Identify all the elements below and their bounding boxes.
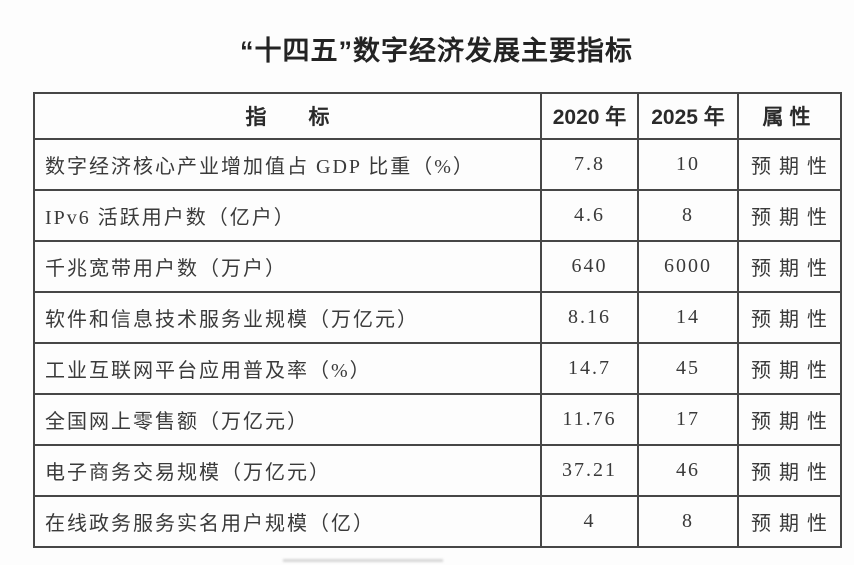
value-2020-cell: 4.6: [540, 189, 639, 242]
attribute-cell: 预期性: [737, 291, 842, 344]
value-2020-cell: 11.76: [540, 393, 639, 446]
value-2025-cell: 8: [637, 189, 739, 242]
indicator-cell: 工业互联网平台应用普及率（%）: [33, 342, 542, 395]
attribute-cell: 预期性: [737, 138, 842, 191]
indicator-cell: 数字经济核心产业增加值占 GDP 比重（%）: [33, 138, 542, 191]
attribute-cell: 预期性: [737, 189, 842, 242]
indicator-cell: 软件和信息技术服务业规模（万亿元）: [33, 291, 542, 344]
indicator-cell: 千兆宽带用户数（万户）: [33, 240, 542, 293]
header-2020: 2020 年: [540, 92, 639, 140]
value-2020-cell: 4: [540, 495, 639, 548]
table-row: IPv6 活跃用户数（亿户） 4.6 8 预期性: [33, 189, 842, 242]
value-2025-cell: 8: [637, 495, 739, 548]
value-2025-cell: 14: [637, 291, 739, 344]
value-2020-cell: 640: [540, 240, 639, 293]
indicator-cell: 在线政务服务实名用户规模（亿）: [33, 495, 542, 548]
table-row: 工业互联网平台应用普及率（%） 14.7 45 预期性: [33, 342, 842, 395]
table-row: 在线政务服务实名用户规模（亿） 4 8 预期性: [33, 495, 842, 548]
value-2025-cell: 6000: [637, 240, 739, 293]
indicator-cell: IPv6 活跃用户数（亿户）: [33, 189, 542, 242]
indicators-table: 指 标 2020 年 2025 年 属性 数字经济核心产业增加值占 GDP 比重…: [33, 92, 842, 548]
table-row: 软件和信息技术服务业规模（万亿元） 8.16 14 预期性: [33, 291, 842, 344]
indicator-cell: 电子商务交易规模（万亿元）: [33, 444, 542, 497]
attribute-cell: 预期性: [737, 393, 842, 446]
attribute-cell: 预期性: [737, 495, 842, 548]
header-2025: 2025 年: [637, 92, 739, 140]
value-2020-cell: 7.8: [540, 138, 639, 191]
attribute-cell: 预期性: [737, 444, 842, 497]
scan-artifact: [283, 559, 443, 562]
value-2025-cell: 17: [637, 393, 739, 446]
table-header-row: 指 标 2020 年 2025 年 属性: [33, 92, 842, 140]
value-2025-cell: 45: [637, 342, 739, 395]
header-indicator: 指 标: [33, 92, 542, 140]
table-row: 数字经济核心产业增加值占 GDP 比重（%） 7.8 10 预期性: [33, 138, 842, 191]
header-attribute: 属性: [737, 92, 842, 140]
value-2020-cell: 14.7: [540, 342, 639, 395]
table-row: 千兆宽带用户数（万户） 640 6000 预期性: [33, 240, 842, 293]
value-2025-cell: 46: [637, 444, 739, 497]
indicator-cell: 全国网上零售额（万亿元）: [33, 393, 542, 446]
value-2020-cell: 37.21: [540, 444, 639, 497]
value-2025-cell: 10: [637, 138, 739, 191]
attribute-cell: 预期性: [737, 342, 842, 395]
page-title: “十四五”数字经济发展主要指标: [240, 36, 633, 66]
table-row: 全国网上零售额（万亿元） 11.76 17 预期性: [33, 393, 842, 446]
attribute-cell: 预期性: [737, 240, 842, 293]
value-2020-cell: 8.16: [540, 291, 639, 344]
table-row: 电子商务交易规模（万亿元） 37.21 46 预期性: [33, 444, 842, 497]
